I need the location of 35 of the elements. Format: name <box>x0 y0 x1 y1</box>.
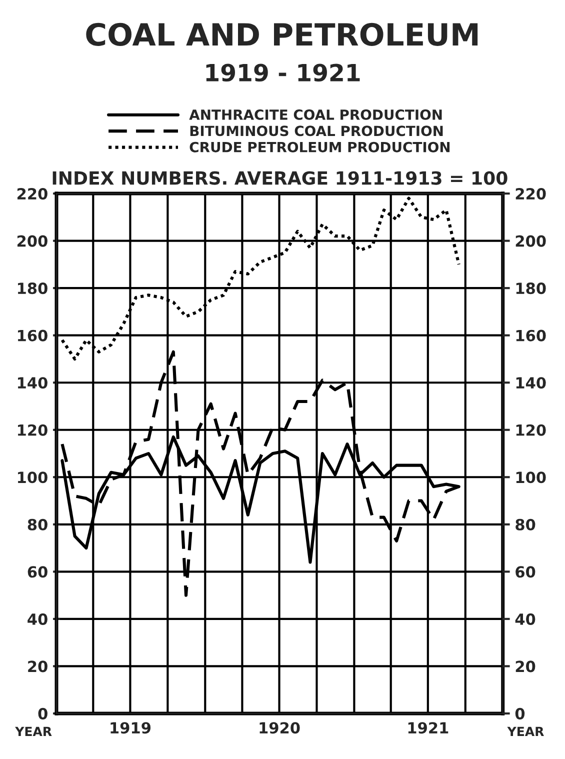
x-axis-title: YEAR <box>507 726 544 736</box>
y2-tick-label: 80 <box>516 518 536 530</box>
y-tick-label: 120 <box>18 424 48 436</box>
y-axis-title: INDEX NUMBERS. AVERAGE 1911-1913 = 100 <box>52 171 508 185</box>
x-tick-label: 1919 <box>110 722 150 734</box>
y2-tick-label: 220 <box>516 188 546 200</box>
text: YEAR <box>15 726 52 736</box>
y2-tick-label: 40 <box>515 613 536 625</box>
y2-tick-label: 140 <box>516 377 546 389</box>
y2-tick-label: 120 <box>516 424 546 436</box>
y2-tick-label: 100 <box>516 472 546 484</box>
y-tick-label: 100 <box>18 472 48 484</box>
chart-subtitle: 1919 - 1921 <box>206 64 360 82</box>
x-tick-label: 1921 <box>408 722 448 734</box>
y-tick-label: 160 <box>18 330 48 342</box>
y2-tick-label: 0 <box>515 708 525 720</box>
x-tick-label: 1920 <box>260 722 300 734</box>
legend-label: BITUMINOUS COAL PRODUCTION <box>190 126 443 136</box>
y-tick-label: 40 <box>28 613 48 625</box>
y2-tick-label: 20 <box>516 660 536 672</box>
y-tick-label: 200 <box>17 235 48 247</box>
y-tick-label: 180 <box>18 282 48 294</box>
legend-label: CRUDE PETROLEUM PRODUCTION <box>190 142 450 152</box>
y-tick-label: 220 <box>17 188 48 200</box>
y-tick-label: 20 <box>28 660 48 672</box>
y-tick-label: 60 <box>28 566 48 578</box>
legend-label: ANTHRACITE COAL PRODUCTION <box>189 109 442 120</box>
y2-tick-label: 60 <box>516 566 536 578</box>
y-tick-label: 80 <box>28 518 48 530</box>
y2-tick-label: 180 <box>516 282 546 294</box>
y-tick-label: 0 <box>38 708 48 720</box>
y2-tick-label: 160 <box>516 330 546 342</box>
y-tick-label: 140 <box>18 377 48 389</box>
y2-tick-label: 200 <box>516 235 546 247</box>
chart-title: COAL AND PETROLEUM <box>86 22 478 46</box>
